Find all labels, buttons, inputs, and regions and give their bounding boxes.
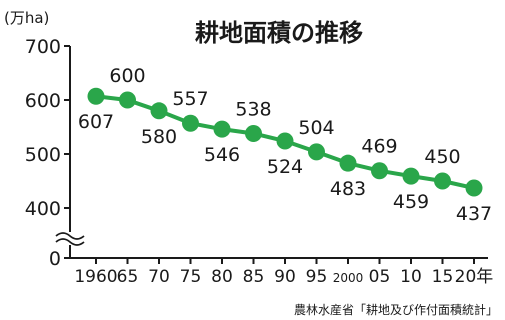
data-point-marker (213, 120, 231, 138)
data-label: 546 (204, 144, 240, 166)
x-tick-label: 05 (369, 267, 391, 287)
y-tick-label: 400 (25, 198, 61, 220)
data-label: 437 (456, 203, 492, 225)
ticks-group: 0 400 500 600 700 1960 65 70 75 80 85 90 95 2000 05 10 1… (25, 36, 494, 287)
x-tick-label: 75 (180, 267, 202, 287)
data-label: 524 (267, 156, 303, 178)
data-label: 469 (361, 136, 397, 158)
data-point-marker (371, 162, 388, 180)
chart-title: 耕地面積の推移 (195, 19, 363, 47)
data-point-marker (87, 87, 105, 105)
x-tick-label: 85 (243, 267, 265, 287)
x-tick-label: 70 (148, 267, 170, 287)
axis-break-mark-top (55, 232, 85, 240)
data-label: 580 (141, 126, 177, 148)
x-tick-label: 20年 (455, 267, 494, 287)
x-tick-label: 80 (211, 267, 233, 287)
data-labels-group: 607 600 580 557 546 538 524 504 483 469 459 450 437 (78, 65, 492, 225)
axes (55, 46, 488, 259)
source-note: 農林水産省「耕地及び作付面積統計」 (294, 302, 498, 317)
y-tick-label: 0 (49, 248, 61, 270)
y-tick-label: 600 (25, 90, 61, 112)
data-point-marker (402, 167, 420, 185)
data-point-marker (150, 102, 168, 120)
x-tick-label: 90 (274, 267, 296, 287)
data-label: 504 (298, 117, 334, 139)
y-tick-label: 700 (25, 36, 61, 58)
data-label: 607 (78, 111, 114, 133)
x-tick-label: 95 (306, 267, 328, 287)
data-label: 483 (330, 178, 366, 200)
data-label: 450 (424, 146, 460, 168)
data-label: 600 (109, 65, 145, 87)
data-label: 557 (172, 88, 208, 110)
data-point-marker (276, 132, 294, 150)
data-point-marker (245, 124, 262, 142)
y-axis-unit-label: (万ha) (4, 9, 49, 27)
data-label: 538 (235, 98, 271, 120)
y-tick-label: 500 (25, 144, 61, 166)
data-point-marker (119, 91, 136, 109)
data-point-marker (308, 143, 325, 161)
x-tick-label: 10 (400, 267, 422, 287)
x-tick-label: 1960 (74, 267, 117, 287)
markers-group (87, 87, 483, 197)
x-tick-label: 65 (117, 267, 139, 287)
axis-break-mark-bottom (55, 238, 85, 246)
data-point-marker (182, 114, 199, 132)
data-point-marker (465, 179, 483, 197)
x-tick-label: 15 (432, 267, 454, 287)
data-label: 459 (393, 191, 429, 213)
x-tick-label: 2000 (333, 271, 364, 285)
data-point-marker (434, 172, 451, 190)
data-point-marker (339, 154, 357, 172)
